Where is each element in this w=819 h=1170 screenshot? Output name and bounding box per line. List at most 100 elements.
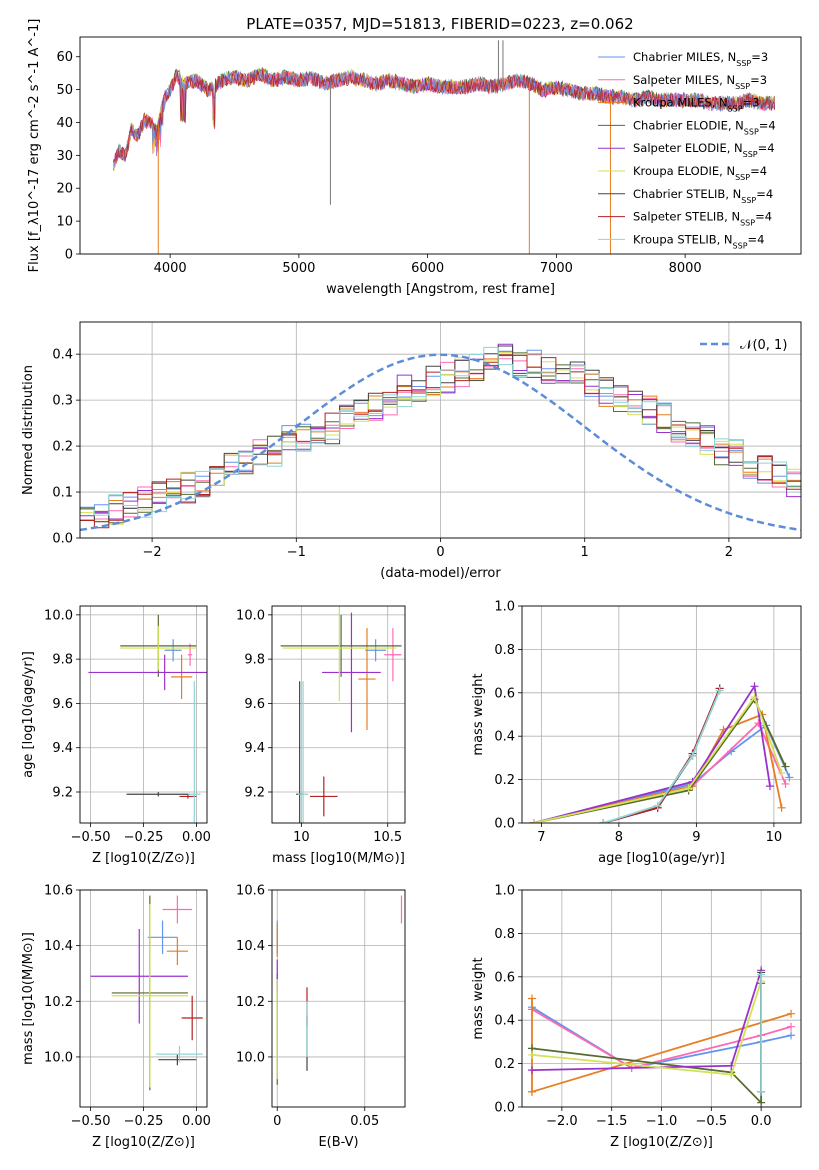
x-tick-label: 8: [615, 830, 623, 845]
y-tick-label: 9.8: [52, 653, 73, 668]
y-axis-label: age [log10(age/yr)]: [21, 651, 36, 778]
x-tick-label: 5000: [282, 261, 315, 276]
x-tick-label: 10.5: [373, 830, 402, 845]
y-tick-label: 30: [56, 149, 73, 164]
weight-marker: [750, 682, 759, 691]
histograms: [80, 343, 801, 532]
weight-marker: [781, 779, 790, 788]
x-axis-label: Z [log10(Z/Z⊙)]: [92, 1135, 195, 1150]
weight-lines: [527, 966, 796, 1107]
y-tick-label: 10.4: [236, 939, 265, 954]
x-tick-label: −0.50: [71, 830, 111, 845]
errorbar-chabrier_miles: [147, 920, 178, 954]
spectrum-lines: [113, 40, 776, 254]
y-tick-label: 9.4: [52, 741, 73, 756]
weight-marker: [757, 1087, 766, 1096]
x-tick-label: −1.5: [596, 1114, 628, 1129]
weight-marker: [785, 773, 794, 782]
weight-marker: [527, 1050, 536, 1059]
x-tick-label: 7000: [540, 261, 573, 276]
weight-line-chabrier_miles: [531, 1006, 792, 1069]
legend-label: Kroupa STELIB, NSSP=4: [633, 232, 764, 250]
weight-marker: [529, 819, 538, 823]
weight-marker: [757, 1098, 766, 1107]
x-axis-label: (data-model)/error: [380, 566, 501, 581]
y-tick-label: 9.2: [244, 786, 265, 801]
errorbar-chabrier_miles: [164, 639, 182, 662]
x-tick-label: −0.5: [696, 1114, 728, 1129]
x-tick-label: 8000: [669, 261, 702, 276]
weight-marker: [684, 784, 693, 793]
y-tick-label: 0.2: [494, 773, 515, 788]
errorbars: [90, 895, 203, 1091]
y-tick-label: 10.0: [236, 1050, 265, 1065]
axes-frame: [271, 605, 406, 824]
x-tick-label: −0.50: [71, 1114, 111, 1129]
x-tick-label: −0.25: [124, 830, 164, 845]
errorbar-salpeter_elodie: [322, 612, 381, 733]
y-axis-label: Normed distribution: [21, 365, 36, 495]
x-axis-label: E(B-V): [318, 1135, 358, 1150]
x-tick-label: 4000: [154, 261, 187, 276]
weight-line-chabrier_elodie: [531, 983, 762, 1105]
x-tick-label: −2.0: [546, 1114, 578, 1129]
errorbar-kroupa_stelib: [187, 681, 201, 823]
x-tick-label: 10: [293, 830, 310, 845]
y-tick-label: 9.6: [244, 697, 265, 712]
errorbar-kroupa_elodie: [282, 606, 397, 702]
x-tick-label: 0.00: [182, 1114, 211, 1129]
errorbar-chabrier_stelib: [126, 792, 191, 797]
x-axis-label: age [log10(age/yr)]: [598, 851, 725, 866]
y-tick-label: 40: [56, 116, 73, 131]
x-tick-label: −0.25: [124, 1114, 164, 1129]
x-tick-label: −2: [143, 545, 162, 560]
legend-label: Chabrier STELIB, NSSP=4: [633, 187, 773, 205]
y-tick-label: 60: [56, 50, 73, 65]
errorbars: [280, 606, 402, 823]
axes-frame: [79, 36, 802, 255]
errorbars: [88, 614, 207, 823]
x-tick-label: 7: [537, 830, 545, 845]
x-axis-label: wavelength [Angstrom, rest frame]: [326, 282, 555, 297]
errorbar-salpeter_miles: [162, 895, 193, 924]
y-tick-label: 10.2: [44, 995, 73, 1010]
errorbar-chabrier_miles: [365, 639, 386, 662]
axes-frame: [79, 605, 208, 824]
weight-marker: [766, 782, 774, 791]
errorbar-kroupa_miles: [358, 628, 376, 730]
panel-mass-vs-EBV: 0 0.05 10.0 10.2 10.4 10.6 E(B-V): [236, 884, 406, 1150]
errorbars: [276, 895, 403, 1085]
y-tick-label: 9.8: [244, 653, 265, 668]
weight-lines: [529, 682, 794, 823]
errorbar-salpeter_miles: [384, 628, 402, 682]
weight-marker: [527, 1066, 536, 1075]
y-axis-label: Flux [f_λ10^-17 erg cm^-2 s^-1 A^-1]: [27, 19, 42, 273]
figure-title: PLATE=0357, MJD=51813, FIBERID=0223, z=0…: [246, 15, 633, 33]
axes-frame: [271, 889, 406, 1108]
weight-line-kroupa_stelib: [603, 690, 721, 823]
axes-frame: [79, 321, 802, 539]
x-tick-label: 0: [273, 1114, 281, 1129]
y-tick-label: 0.4: [494, 730, 515, 745]
errorbar-kroupa_miles: [166, 937, 188, 966]
histogram-kroupa_stelib: [80, 346, 801, 518]
weight-marker: [727, 1070, 736, 1079]
errorbar-chabrier_stelib: [158, 1054, 197, 1066]
y-tick-label: 50: [56, 83, 73, 98]
errorbar-salpeter_elodie: [88, 654, 207, 691]
errorbar-salpeter_stelib: [310, 776, 338, 817]
y-tick-label: 0.2: [52, 440, 73, 455]
legend-label: Chabrier MILES, NSSP=3: [633, 50, 768, 68]
spectrum-salpeter_stelib: [113, 69, 776, 163]
errorbar-kroupa_stelib: [156, 1045, 203, 1063]
axes-frame: [521, 605, 802, 824]
y-tick-label: 10.4: [44, 939, 73, 954]
errorbar-kroupa_miles: [171, 654, 193, 699]
panel-age-vs-mass: 10 10.5 9.2 9.4 9.6 9.8 10.0 mass [log10(M/M⊙)]: [236, 605, 406, 866]
errorbar-chabrier_elodie: [280, 614, 402, 677]
y-tick-label: 9.4: [244, 741, 265, 756]
errorbar-kroupa_stelib: [297, 681, 309, 823]
errorbar-salpeter_stelib: [181, 995, 203, 1041]
gaussian-curve: [80, 353, 801, 532]
